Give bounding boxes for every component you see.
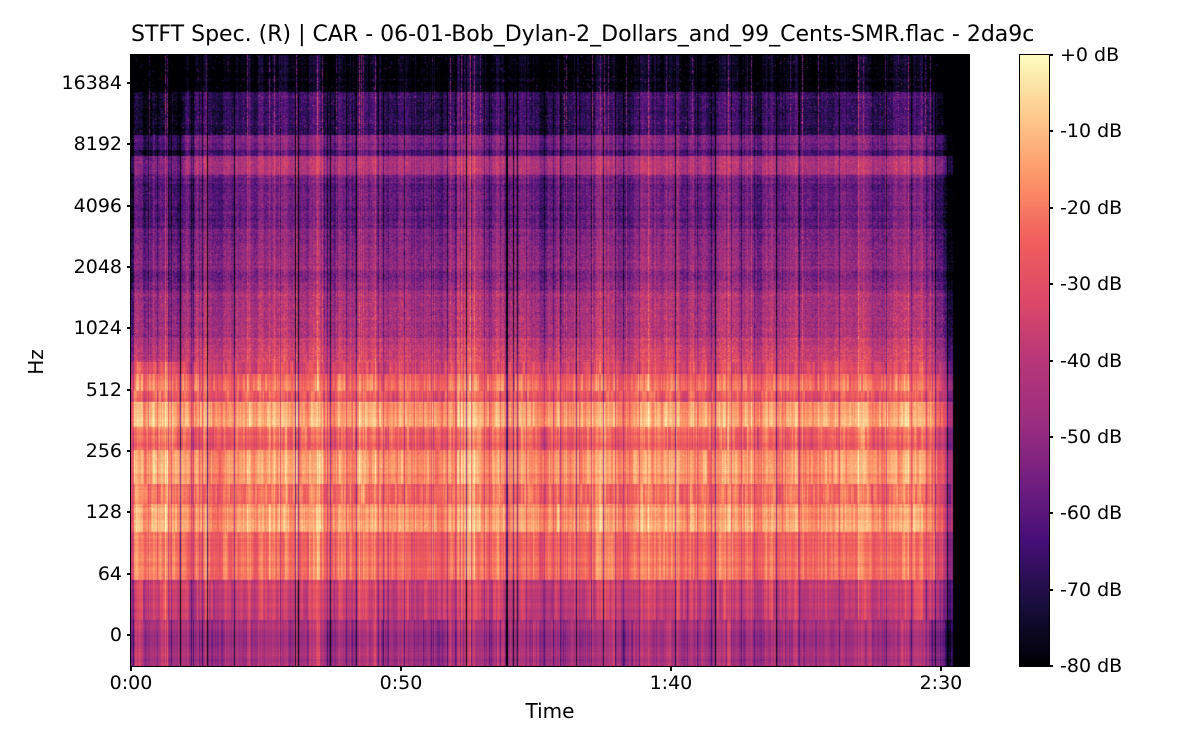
colorbar-tick-label: -50 dB [1060,425,1123,448]
colorbar-tick-mark [1049,665,1053,667]
y-tick-mark [127,572,131,575]
y-tick-mark [127,388,131,391]
x-tick-mark [399,666,402,671]
x-tick-label: 0:00 [109,672,153,694]
y-tick-label: 512 [85,378,122,401]
chart-title: STFT Spec. (R) | CAR - 06-01-Bob_Dylan-2… [131,22,1035,47]
y-tick-mark [127,204,131,207]
y-tick-mark [127,449,131,452]
colorbar-tick-label: -80 dB [1060,655,1123,677]
colorbar-tick-mark [1049,359,1053,362]
colorbar-tick-label: -10 dB [1060,120,1123,143]
x-tick-mark [130,666,132,671]
plot-area [130,54,970,667]
colorbar-tick-label: -60 dB [1060,502,1123,525]
colorbar-tick-label: +0 dB [1060,44,1120,66]
y-tick-label: 64 [97,562,122,585]
colorbar-tick-mark [1049,588,1053,591]
y-tick-label: 16384 [61,72,122,94]
colorbar-gradient [1020,55,1049,666]
y-tick-label: 8192 [73,133,122,156]
colorbar-tick-mark [1049,54,1053,56]
y-tick-mark [127,265,131,268]
colorbar-tick-mark [1049,283,1053,286]
colorbar-tick-label: -30 dB [1060,273,1123,296]
y-tick-mark [127,327,131,330]
y-tick-mark [127,511,131,514]
y-tick-label: 128 [85,501,122,524]
y-tick-label: 256 [85,439,122,462]
y-tick-label: 0 [109,623,122,646]
y-tick-label: 4096 [73,194,122,217]
colorbar-tick-label: -40 dB [1060,349,1123,372]
spectrogram-heatmap [131,55,969,666]
y-tick-mark [127,82,131,84]
x-tick-mark [939,666,942,671]
colorbar-tick-mark [1049,512,1053,515]
colorbar-tick-mark [1049,130,1053,133]
x-tick-mark [669,666,672,671]
x-tick-label: 1:40 [649,672,693,694]
y-tick-mark [127,143,131,146]
colorbar-tick-mark [1049,435,1053,438]
x-axis-label: Time [525,699,575,723]
colorbar-tick-label: -20 dB [1060,196,1123,219]
y-tick-mark [127,633,131,636]
x-tick-label: 2:30 [919,672,963,694]
colorbar-tick-mark [1049,206,1053,209]
x-tick-label: 0:50 [379,672,423,694]
colorbar-tick-label: -70 dB [1060,578,1123,601]
y-tick-label: 1024 [73,317,122,340]
y-tick-label: 2048 [73,255,122,278]
colorbar [1019,54,1050,667]
